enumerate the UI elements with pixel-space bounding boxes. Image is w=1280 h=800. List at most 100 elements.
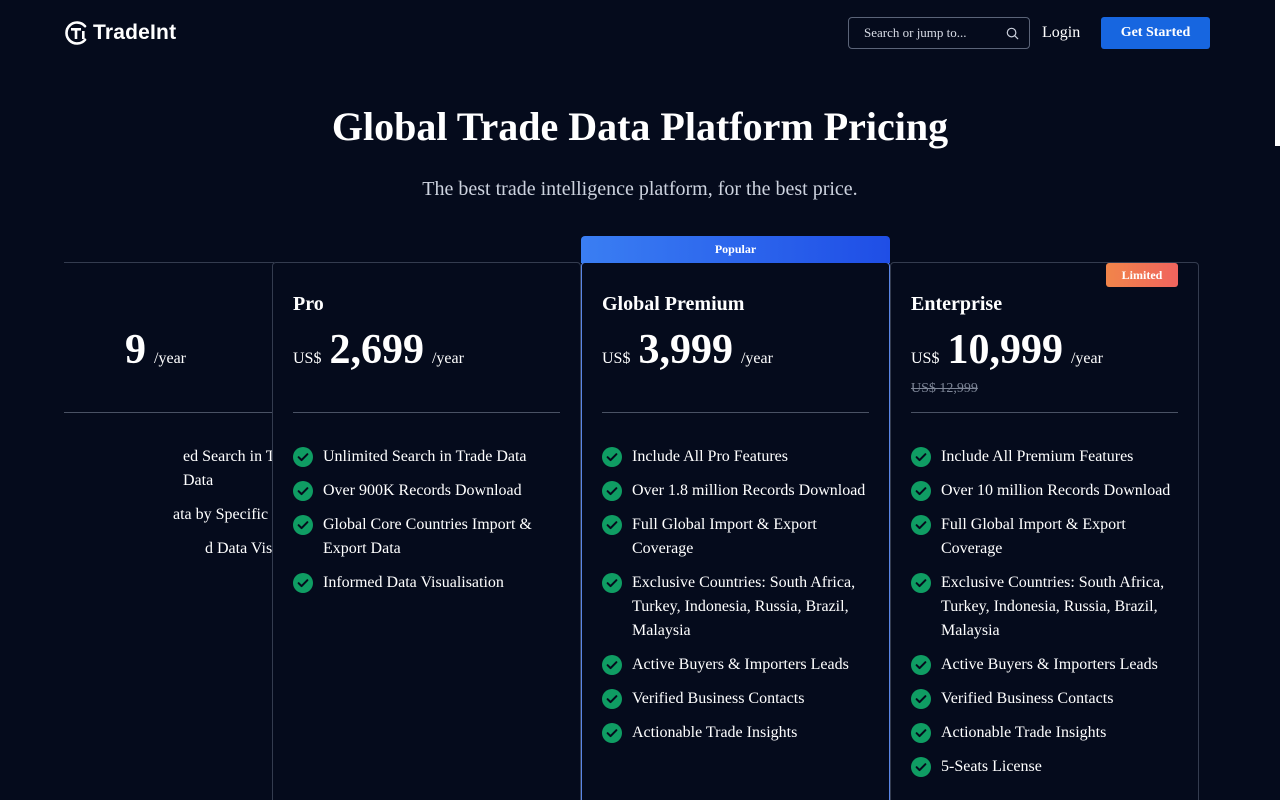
plan-card-pro[interactable]: Pro US$ 2,699 /year Unlimited Search in … xyxy=(272,262,581,800)
divider xyxy=(293,412,560,413)
check-circle-icon xyxy=(911,757,931,777)
feature-item: Over 1.8 million Records Download xyxy=(602,481,875,503)
feature-item: Active Buyers & Importers Leads xyxy=(911,655,1184,677)
price-currency: US$ xyxy=(911,350,940,367)
feature-text: Full Global Import & Export Coverage xyxy=(941,516,1126,557)
plan-price: 3,999 xyxy=(638,327,733,373)
feature-item: Verified Business Contacts xyxy=(602,689,875,711)
feature-list: ed Search in Trade Data ata by Specific … xyxy=(64,447,274,573)
check-circle-icon xyxy=(911,447,931,467)
feature-item: Full Global Import & Export Coverage xyxy=(602,515,875,561)
login-link[interactable]: Login xyxy=(1042,24,1081,41)
price-currency: US$ xyxy=(293,350,322,367)
feature-text: Full Global Import & Export Coverage xyxy=(632,516,817,557)
feature-item: Exclusive Countries: South Africa, Turke… xyxy=(911,573,1184,643)
feature-text: Verified Business Contacts xyxy=(632,690,805,707)
feature-text: ata by Specific Countries xyxy=(173,506,274,523)
feature-list: Include All Premium Features Over 10 mil… xyxy=(911,447,1184,791)
check-circle-icon xyxy=(911,723,931,743)
check-circle-icon xyxy=(602,723,622,743)
feature-item: Active Buyers & Importers Leads xyxy=(602,655,875,677)
plan-name: Pro xyxy=(293,293,324,315)
check-circle-icon xyxy=(602,515,622,535)
feature-item: Exclusive Countries: South Africa, Turke… xyxy=(602,573,875,643)
get-started-button[interactable]: Get Started xyxy=(1101,17,1210,49)
logo-text: TradeInt xyxy=(93,21,177,44)
feature-text: Include All Pro Features xyxy=(632,448,788,465)
price-period: /year xyxy=(431,350,464,367)
plan-price: 9 xyxy=(125,327,147,373)
price-row: US$ 3,999 /year xyxy=(602,325,773,375)
plan-name: Enterprise xyxy=(911,293,1003,315)
divider xyxy=(602,412,869,413)
check-circle-icon xyxy=(602,481,622,501)
plan-card-enterprise[interactable]: Limited Enterprise US$ 10,999 /year US$ … xyxy=(890,262,1199,800)
feature-item: Over 10 million Records Download xyxy=(911,481,1184,503)
search-box[interactable] xyxy=(848,17,1030,49)
feature-item: Over 900K Records Download xyxy=(293,481,566,503)
scrollbar[interactable] xyxy=(1275,0,1280,146)
plan-name: Global Premium xyxy=(602,293,745,315)
search-input[interactable] xyxy=(864,25,1006,41)
feature-text: Verified Business Contacts xyxy=(941,690,1114,707)
pricing-plans: 9 /year ed Search in Trade Data ata by S… xyxy=(0,236,1280,800)
divider xyxy=(911,412,1178,413)
limited-badge: Limited xyxy=(1106,263,1178,287)
feature-text: Actionable Trade Insights xyxy=(632,724,798,741)
check-circle-icon xyxy=(602,689,622,709)
logo[interactable]: TradeInt xyxy=(64,20,176,46)
feature-item: 5-Seats License xyxy=(911,757,1184,779)
feature-text: Include All Premium Features xyxy=(941,448,1134,465)
popular-badge: Popular xyxy=(581,236,890,263)
plan-card-basic[interactable]: 9 /year ed Search in Trade Data ata by S… xyxy=(64,262,274,800)
check-circle-icon xyxy=(602,655,622,675)
page-subtitle: The best trade intelligence platform, fo… xyxy=(422,178,858,200)
check-circle-icon xyxy=(911,689,931,709)
feature-item: Include All Pro Features xyxy=(602,447,875,469)
price-period: /year xyxy=(740,350,773,367)
check-circle-icon xyxy=(293,481,313,501)
search-icon[interactable] xyxy=(1006,27,1019,40)
feature-text: Unlimited Search in Trade Data xyxy=(323,448,527,465)
check-circle-icon xyxy=(293,573,313,593)
feature-text: Global Core Countries Import & Export Da… xyxy=(323,516,532,557)
price-row: 9 /year xyxy=(125,325,186,375)
feature-text: d Data Visualisation xyxy=(205,540,274,557)
feature-item: Unlimited Search in Trade Data xyxy=(293,447,566,469)
feature-item: Include All Premium Features xyxy=(911,447,1184,469)
feature-text: 5-Seats License xyxy=(941,758,1042,775)
feature-text: Over 10 million Records Download xyxy=(941,482,1171,499)
check-circle-icon xyxy=(293,447,313,467)
feature-item: Actionable Trade Insights xyxy=(911,723,1184,745)
feature-item: Informed Data Visualisation xyxy=(293,573,566,595)
feature-text: ed Search in Trade Data xyxy=(183,448,274,489)
price-currency: US$ xyxy=(602,350,631,367)
check-circle-icon xyxy=(911,515,931,535)
check-circle-icon xyxy=(911,481,931,501)
feature-text: Over 1.8 million Records Download xyxy=(632,482,866,499)
price-period: /year xyxy=(154,350,186,367)
feature-item: Global Core Countries Import & Export Da… xyxy=(293,515,566,561)
feature-text: Actionable Trade Insights xyxy=(941,724,1107,741)
feature-text: Exclusive Countries: South Africa, Turke… xyxy=(941,574,1165,639)
feature-item: ed Search in Trade Data xyxy=(64,447,274,493)
check-circle-icon xyxy=(911,655,931,675)
feature-item: ata by Specific Countries xyxy=(64,505,274,527)
page-title: Global Trade Data Platform Pricing xyxy=(331,104,949,149)
feature-text: Exclusive Countries: South Africa, Turke… xyxy=(632,574,856,639)
feature-list: Unlimited Search in Trade Data Over 900K… xyxy=(293,447,566,607)
original-price: US$ 12,999 xyxy=(911,381,978,396)
site-header: TradeInt Login Get Started xyxy=(0,0,1280,66)
price-row: US$ 2,699 /year xyxy=(293,325,464,375)
price-row: US$ 10,999 /year xyxy=(911,325,1103,375)
tradeint-logo-icon xyxy=(65,21,87,45)
feature-item: Full Global Import & Export Coverage xyxy=(911,515,1184,561)
check-circle-icon xyxy=(602,447,622,467)
feature-text: Active Buyers & Importers Leads xyxy=(941,656,1158,673)
feature-item: Verified Business Contacts xyxy=(911,689,1184,711)
plan-card-global-premium[interactable]: Popular Global Premium US$ 3,999 /year I… xyxy=(581,236,890,800)
plan-price: 10,999 xyxy=(947,327,1063,373)
feature-text: Over 900K Records Download xyxy=(323,482,522,499)
feature-item: Actionable Trade Insights xyxy=(602,723,875,745)
check-circle-icon xyxy=(911,573,931,593)
